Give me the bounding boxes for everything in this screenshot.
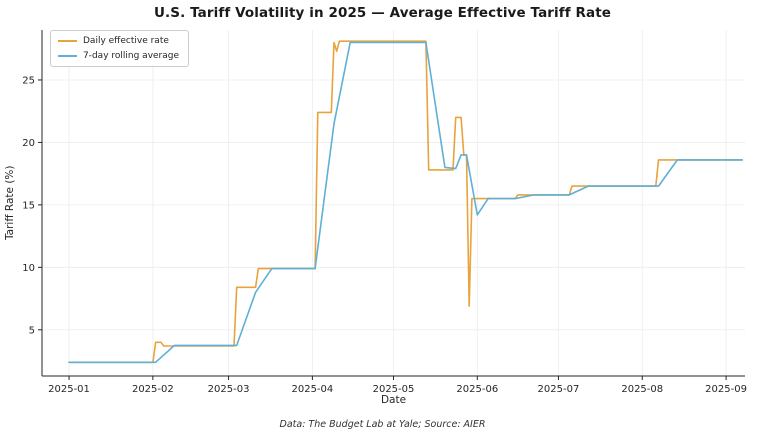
daily-rate-line-swatch — [58, 40, 77, 42]
legend-entry-daily: Daily effective rate — [58, 36, 179, 46]
svg-text:2025-04: 2025-04 — [291, 384, 333, 395]
svg-text:2025-05: 2025-05 — [373, 384, 415, 395]
svg-text:2025-01: 2025-01 — [48, 384, 90, 395]
rolling-average-line-swatch — [58, 55, 77, 57]
legend: Daily effective rate 7-day rolling avera… — [50, 30, 190, 67]
y-axis-label: Tariff Rate (%) — [4, 165, 16, 241]
legend-entry-rolling: 7-day rolling average — [58, 51, 179, 61]
svg-text:2025-03: 2025-03 — [208, 384, 250, 395]
source-caption: Data: The Budget Lab at Yale; Source: AI… — [279, 419, 486, 430]
svg-text:10: 10 — [22, 263, 35, 274]
svg-text:15: 15 — [22, 200, 35, 211]
svg-text:2025-07: 2025-07 — [538, 384, 580, 395]
chart-title: U.S. Tariff Volatility in 2025 — Average… — [153, 5, 612, 21]
x-axis-label: Date — [380, 394, 407, 406]
legend-label-daily: Daily effective rate — [83, 36, 169, 46]
svg-text:2025-02: 2025-02 — [132, 384, 174, 395]
svg-text:2025-06: 2025-06 — [456, 384, 498, 395]
svg-text:2025-09: 2025-09 — [705, 384, 747, 395]
svg-text:5: 5 — [29, 325, 35, 336]
svg-text:20: 20 — [22, 138, 35, 149]
legend-label-rolling: 7-day rolling average — [83, 51, 180, 61]
svg-text:25: 25 — [22, 75, 35, 86]
svg-text:2025-08: 2025-08 — [621, 384, 663, 395]
